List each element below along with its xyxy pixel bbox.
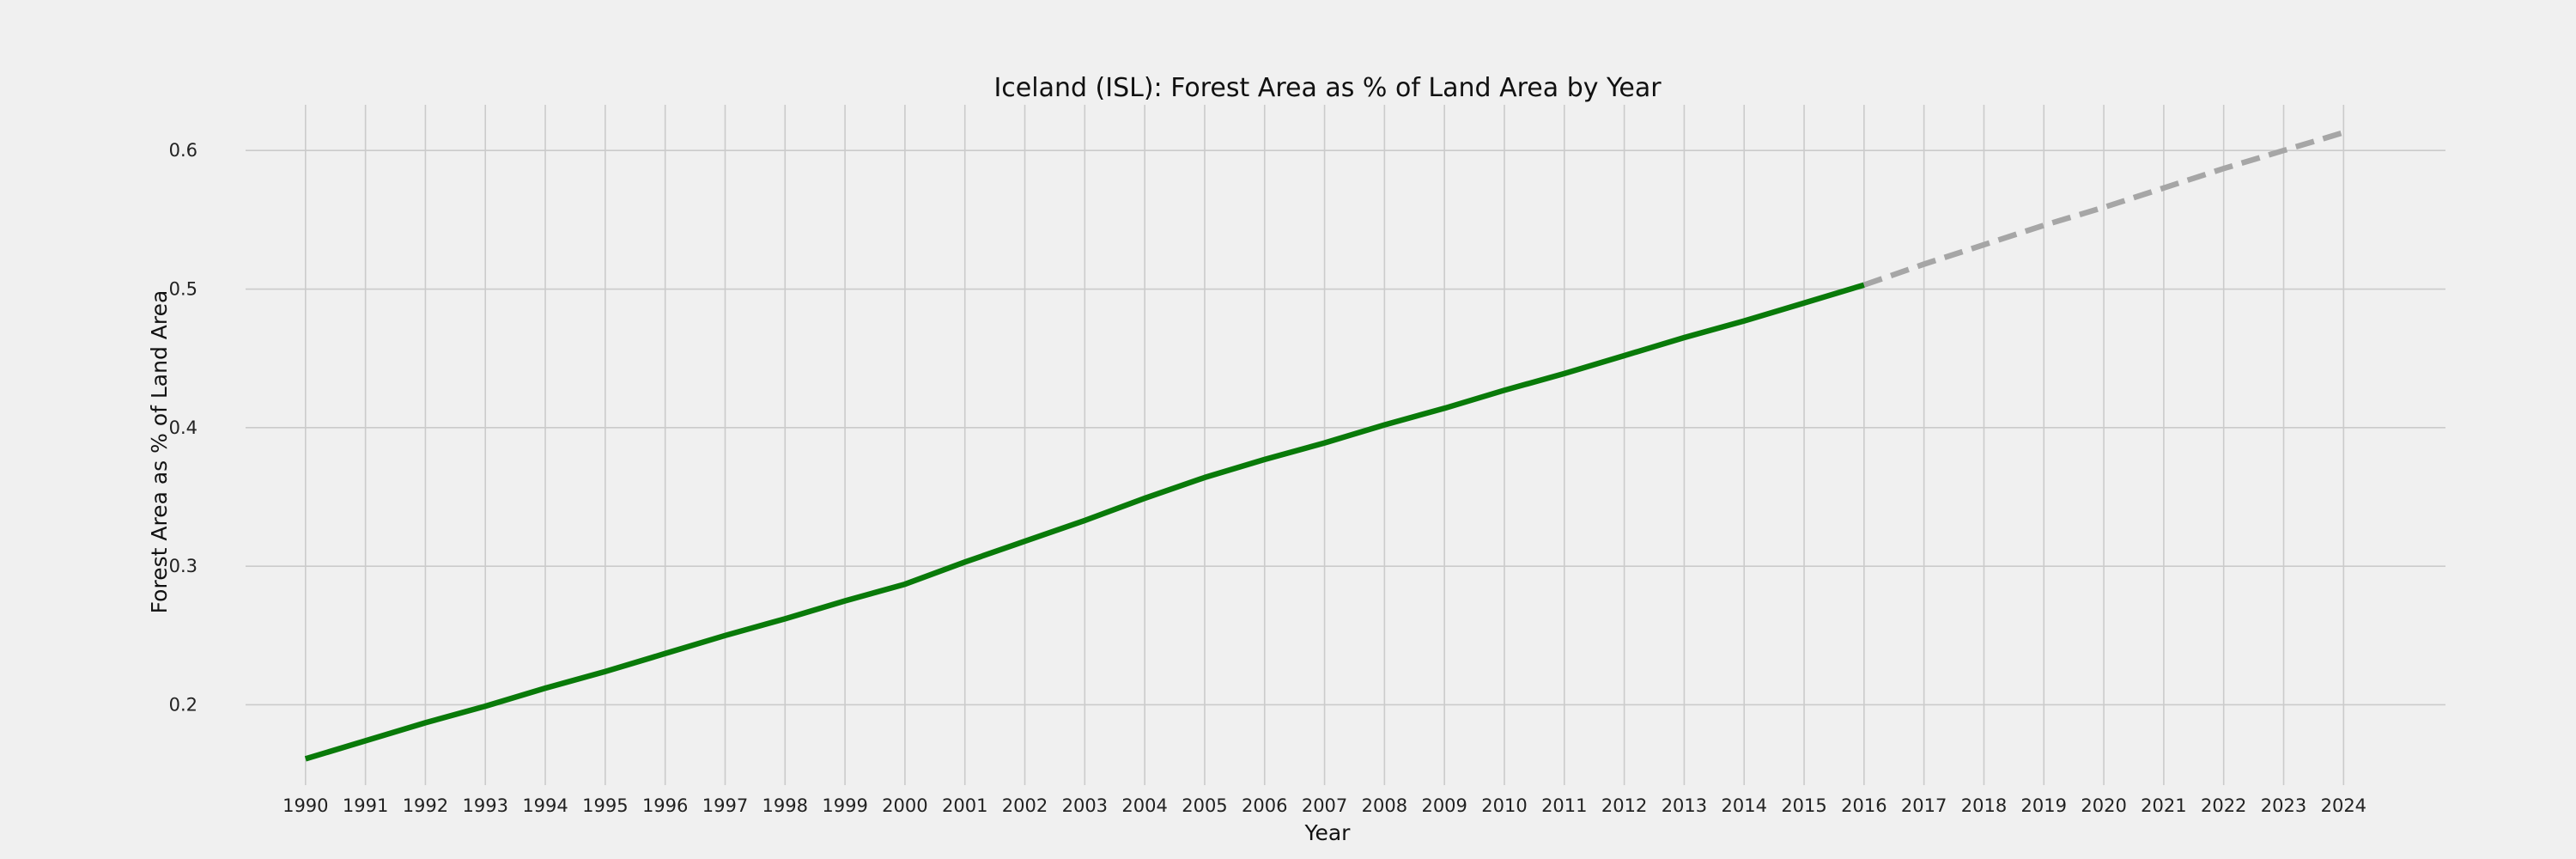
x-tick-label: 2004 [1121,795,1167,816]
x-tick-label: 2001 [942,795,987,816]
y-tick-label: 0.4 [169,417,197,438]
x-tick-label: 2007 [1302,795,1347,816]
x-tick-label: 1991 [343,795,388,816]
x-tick-label: 1995 [582,795,628,816]
x-tick-label: 2005 [1182,795,1227,816]
x-tick-label: 1999 [822,795,867,816]
x-tick-label: 2003 [1062,795,1108,816]
series [304,130,2345,762]
series-line [304,282,1865,762]
x-tick-label: 1990 [283,795,328,816]
x-axis-label: Year [1304,820,1352,845]
x-tick-label: 1992 [403,795,448,816]
x-tick-label: 2015 [1781,795,1826,816]
x-tick-label: 1993 [463,795,508,816]
x-tick-label: 2021 [2141,795,2186,816]
y-tick-label: 0.3 [169,556,197,576]
x-tick-label: 2018 [1961,795,2007,816]
x-tick-label: 1994 [522,795,568,816]
x-tick-label: 1997 [702,795,748,816]
x-tick-label: 2014 [1722,795,1767,816]
x-tick-label: 1998 [762,795,808,816]
x-tick-label: 2009 [1421,795,1467,816]
x-tick-label: 2006 [1242,795,1287,816]
x-tick-label: 2002 [1002,795,1048,816]
x-tick-label: 2019 [2021,795,2067,816]
x-tick-label: 2020 [2081,795,2126,816]
x-tick-label: 2008 [1362,795,1407,816]
x-tick-label: 2013 [1662,795,1707,816]
y-axis-label: Forest Area as % of Land Area [147,290,172,614]
x-tick-label: 2023 [2261,795,2306,816]
x-tick-label: 2012 [1601,795,1647,816]
x-tick-labels: 1990 1991 1992 1993 1994 1995 1996 1997 1998 1999… [283,795,2366,816]
x-tick-label: 2011 [1541,795,1587,816]
x-tick-label: 2024 [2321,795,2366,816]
x-tick-label: 2022 [2201,795,2246,816]
x-tick-label: 2017 [1901,795,1947,816]
y-tick-labels: 0.2 0.3 0.4 0.5 0.6 [169,140,197,715]
x-tick-label: 1996 [642,795,688,816]
y-tick-label: 0.2 [169,694,197,715]
y-tick-label: 0.6 [169,140,197,161]
chart-title: Iceland (ISL): Forest Area as % of Land … [993,73,1662,103]
x-tick-label: 2000 [882,795,927,816]
y-tick-label: 0.5 [169,279,197,300]
grid [246,105,2445,785]
x-tick-label: 2016 [1841,795,1886,816]
x-tick-label: 2010 [1481,795,1527,816]
